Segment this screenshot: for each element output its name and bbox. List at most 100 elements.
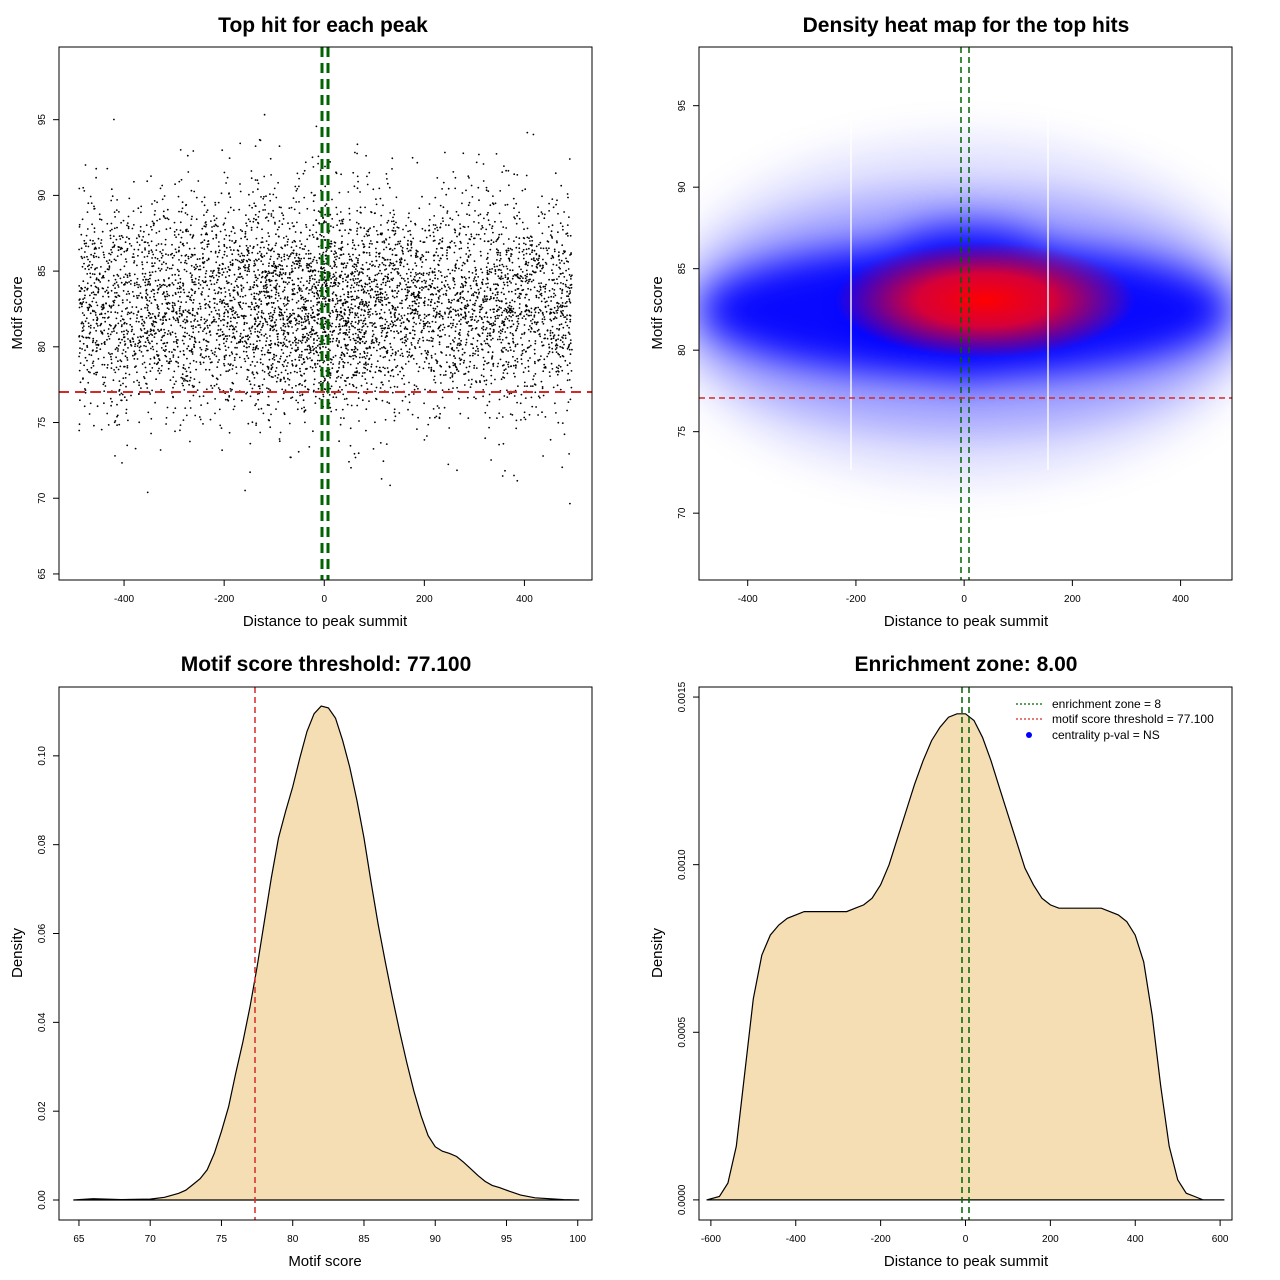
scatter-point: [464, 311, 466, 314]
scatter-point: [196, 389, 199, 391]
scatter-point: [544, 291, 546, 293]
scatter-point: [388, 248, 391, 251]
scatter-point: [165, 423, 168, 425]
scatter-point: [371, 260, 373, 263]
scatter-point: [166, 208, 169, 211]
scatter-point: [348, 207, 351, 210]
scatter-point: [84, 251, 86, 253]
scatter-point: [430, 336, 433, 339]
scatter-point: [272, 329, 274, 332]
scatter-point: [216, 255, 219, 258]
scatter-point: [307, 257, 310, 260]
scatter-point: [78, 187, 81, 190]
scatter-point: [96, 319, 98, 322]
scatter-point: [408, 381, 410, 384]
scatter-point: [337, 333, 340, 335]
scatter-point: [301, 248, 304, 250]
scatter-point: [489, 248, 492, 251]
scatter-point: [399, 319, 401, 322]
scatter-point: [177, 195, 180, 198]
scatter-point: [214, 398, 217, 400]
scatter-point: [89, 331, 92, 334]
scatter-point: [310, 262, 312, 264]
scatter-point: [125, 412, 128, 414]
scatter-point: [161, 323, 164, 325]
scatter-point: [294, 267, 297, 269]
scatter-point: [186, 320, 189, 323]
scatter-point: [514, 359, 517, 362]
scatter-point: [506, 268, 509, 270]
scatter-point: [364, 357, 367, 360]
scatter-point: [381, 346, 383, 349]
scatter-point: [269, 193, 271, 196]
scatter-point: [300, 265, 302, 267]
scatter-point: [279, 271, 281, 273]
scatter-point: [530, 236, 533, 239]
scatter-point: [317, 313, 320, 316]
scatter-point: [309, 357, 311, 359]
scatter-point: [341, 374, 344, 377]
scatter-point: [348, 355, 351, 358]
scatter-point: [333, 253, 335, 256]
scatter-point: [354, 298, 356, 301]
scatter-point: [521, 250, 524, 253]
scatter-point: [117, 249, 120, 252]
scatter-point: [375, 279, 378, 282]
scatter-point: [459, 227, 462, 230]
scatter-point: [429, 389, 431, 392]
scatter-point: [304, 385, 307, 388]
scatter-point: [198, 268, 200, 271]
scatter-point: [402, 252, 404, 255]
scatter-point: [256, 340, 258, 343]
scatter-point: [390, 262, 393, 265]
scatter-point: [203, 239, 206, 242]
scatter-point: [97, 288, 100, 291]
scatter-point: [380, 478, 383, 480]
scatter-point: [258, 339, 261, 342]
scatter-point: [202, 253, 204, 255]
scatter-point: [525, 350, 527, 353]
scatter-point: [312, 269, 314, 272]
scatter-point: [267, 349, 270, 351]
scatter-point: [277, 265, 279, 268]
scatter-point: [398, 412, 401, 414]
scatter-point: [232, 309, 235, 312]
scatter-point: [454, 245, 457, 247]
scatter-point: [494, 272, 497, 275]
scatter-point: [299, 382, 301, 385]
scatter-point: [188, 309, 190, 312]
scatter-point: [258, 392, 261, 395]
scatter-point: [512, 197, 515, 200]
scatter-point: [222, 223, 225, 226]
scatter-point: [378, 263, 381, 266]
scatter-point: [329, 330, 332, 333]
scatter-point: [361, 271, 363, 273]
scatter-point: [93, 231, 96, 233]
scatter-point: [147, 314, 150, 317]
scatter-point: [248, 258, 250, 261]
scatter-point: [236, 346, 238, 349]
scatter-point: [172, 356, 175, 358]
scatter-point: [463, 262, 466, 265]
scatter-point: [338, 219, 341, 222]
scatter-point: [244, 340, 246, 343]
scatter-point: [388, 280, 391, 283]
scatter-point: [282, 317, 285, 319]
scatter-point: [329, 358, 332, 360]
scatter-point: [358, 361, 361, 364]
scatter-point: [494, 317, 497, 320]
scatter-point: [192, 307, 194, 310]
scatter-point: [354, 270, 356, 273]
scatter-point: [449, 322, 452, 325]
scatter-point: [335, 318, 338, 321]
scatter-point: [563, 343, 565, 346]
scatter-point: [391, 249, 394, 252]
scatter-point: [149, 393, 152, 395]
scatter-point: [533, 383, 536, 386]
scatter-point: [217, 387, 220, 389]
scatter-point: [443, 374, 445, 376]
scatter-point: [227, 211, 230, 214]
scatter-point: [304, 320, 307, 323]
scatter-point: [459, 334, 461, 336]
scatter-point: [361, 326, 364, 328]
